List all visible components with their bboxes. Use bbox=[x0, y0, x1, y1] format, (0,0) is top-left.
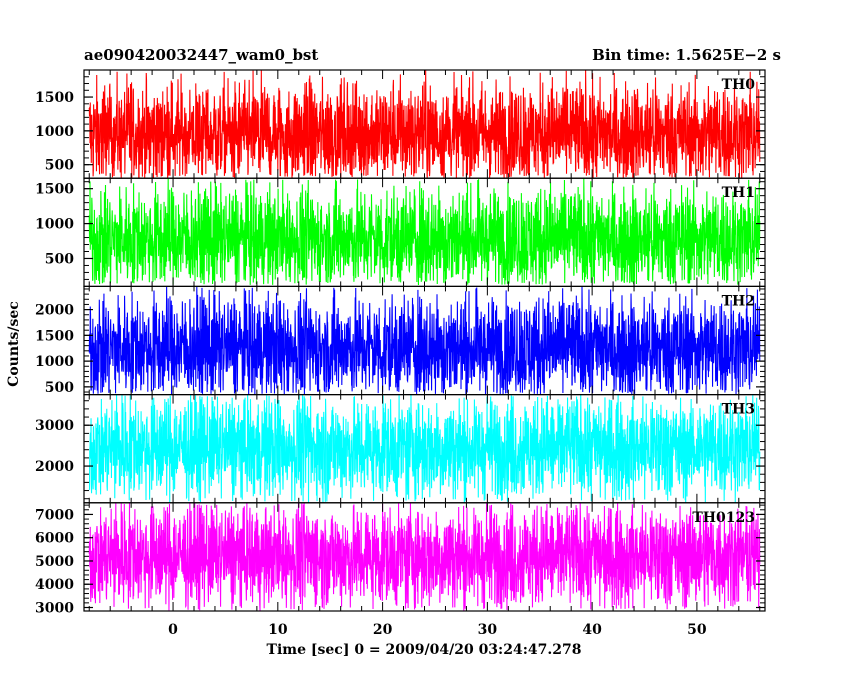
x-tick-label: 30 bbox=[478, 622, 498, 638]
y-tick-label: 1000 bbox=[35, 354, 74, 370]
plot-area bbox=[88, 70, 761, 611]
panel-label-th2: TH2 bbox=[722, 293, 755, 309]
y-tick-label: 5000 bbox=[35, 554, 74, 570]
series-th0-line bbox=[88, 70, 761, 179]
y-tick-label: 7000 bbox=[35, 507, 74, 523]
y-tick-label: 6000 bbox=[35, 531, 74, 547]
y-tick-label: 500 bbox=[45, 380, 74, 396]
y-tick-label: 1500 bbox=[35, 328, 74, 344]
y-tick-label: 1000 bbox=[35, 217, 74, 233]
series-th0123-line bbox=[88, 502, 761, 611]
panel-frames bbox=[83, 69, 766, 612]
panel-labels: TH0 TH1 TH2 TH3 TH0123 bbox=[692, 77, 755, 526]
y-tick-label: 2000 bbox=[35, 303, 74, 319]
x-tick-label: 10 bbox=[268, 622, 288, 638]
y-tick-label: 1000 bbox=[35, 124, 74, 140]
y-tick-label: 3000 bbox=[35, 601, 74, 617]
y-axis-label: Counts/sec bbox=[6, 301, 22, 387]
y-tick-label: 1500 bbox=[35, 182, 74, 198]
y-tick-label: 4000 bbox=[35, 577, 74, 593]
y-tick-label: 1500 bbox=[35, 90, 74, 106]
tick-labels: 5001000150050010001500500100015002000200… bbox=[35, 90, 707, 638]
x-tick-label: 20 bbox=[373, 622, 393, 638]
panel-label-th3: TH3 bbox=[722, 402, 755, 418]
y-tick-label: 500 bbox=[45, 251, 74, 267]
y-tick-label: 2000 bbox=[35, 459, 74, 475]
series-th2-line bbox=[88, 286, 761, 395]
panel-label-th1: TH1 bbox=[722, 185, 755, 201]
y-tick-label: 500 bbox=[45, 158, 74, 174]
x-tick-label: 40 bbox=[582, 622, 602, 638]
series-th1-line bbox=[88, 178, 761, 286]
chart-title: ae090420032447_wam0_bst bbox=[84, 46, 318, 64]
x-tick-label: 50 bbox=[687, 622, 707, 638]
x-axis-label: Time [sec] 0 = 2009/04/20 03:24:47.278 bbox=[267, 642, 582, 658]
panel-label-th0123: TH0123 bbox=[692, 510, 755, 526]
y-tick-label: 3000 bbox=[35, 418, 74, 434]
bin-time-label: Bin time: 1.5625E−2 s bbox=[592, 46, 781, 64]
x-tick-label: 0 bbox=[168, 622, 178, 638]
panel-label-th0: TH0 bbox=[722, 77, 756, 93]
series-th3-line bbox=[88, 394, 761, 503]
